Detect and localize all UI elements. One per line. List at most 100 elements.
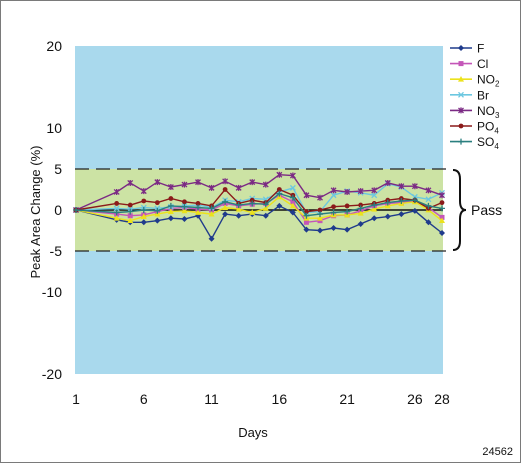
data-point [425, 196, 432, 203]
data-point [331, 204, 336, 210]
y-tick-label: 20 [46, 38, 62, 54]
data-point [330, 209, 337, 216]
data-point [262, 201, 269, 208]
data-point [167, 215, 174, 222]
data-point [371, 187, 378, 194]
y-axis-ticks: -20 -10 -5 0 5 10 20 [42, 38, 62, 382]
data-point [181, 216, 188, 223]
legend-label: F [477, 42, 484, 56]
data-point [235, 205, 242, 212]
data-point [371, 202, 378, 209]
data-point [384, 199, 391, 206]
data-point [127, 202, 133, 208]
data-point [182, 199, 187, 205]
legend-marker [458, 61, 464, 67]
data-point [222, 198, 229, 205]
data-point [208, 235, 215, 242]
data-point [168, 196, 174, 201]
x-tick-label: 16 [272, 391, 288, 407]
data-point [140, 213, 147, 219]
data-point [262, 205, 269, 211]
data-point [303, 192, 310, 199]
data-point [208, 184, 215, 191]
data-point [289, 172, 296, 179]
data-point [222, 204, 229, 210]
data-point [73, 207, 79, 213]
legend-marker [458, 45, 464, 51]
legend-item: NO3 [450, 104, 500, 120]
x-tick-label: 26 [407, 391, 423, 407]
data-point [195, 204, 201, 211]
y-tick-label: -10 [42, 284, 62, 300]
data-point [317, 227, 323, 234]
data-point [304, 209, 309, 215]
data-point [357, 205, 364, 212]
data-point [344, 188, 351, 195]
x-tick-label: 6 [140, 391, 148, 407]
data-point [249, 197, 255, 203]
data-point [154, 217, 161, 224]
data-point [411, 183, 418, 190]
data-point [154, 207, 161, 214]
legend-marker [458, 107, 464, 114]
y-tick-label: 5 [54, 161, 62, 177]
data-point [411, 197, 418, 204]
data-point [181, 181, 188, 188]
data-point [195, 209, 201, 215]
data-point [222, 178, 229, 185]
figure-number: 24562 [482, 446, 513, 458]
data-point [276, 190, 283, 197]
data-point [289, 202, 296, 209]
data-point [439, 217, 445, 224]
data-point [371, 192, 378, 199]
data-point [181, 207, 188, 214]
data-point [127, 213, 133, 219]
x-tick-label: 28 [434, 391, 450, 407]
data-point [398, 197, 405, 204]
legend-marker [458, 138, 464, 145]
data-point [181, 203, 188, 210]
data-point [141, 198, 147, 204]
data-point [290, 199, 296, 205]
data-point [371, 205, 378, 212]
data-point [358, 202, 364, 208]
data-point [140, 188, 147, 195]
data-point [235, 184, 242, 191]
series-f [73, 202, 445, 242]
data-point [208, 205, 215, 212]
data-point [195, 201, 201, 206]
data-point [317, 218, 323, 224]
legend-label: PO4 [477, 120, 499, 136]
data-point [303, 219, 309, 225]
x-axis-title: Days [238, 425, 268, 440]
data-point [113, 188, 120, 195]
data-point [344, 203, 350, 209]
data-point [195, 179, 201, 186]
data-point [439, 214, 445, 220]
legend-marker [458, 123, 464, 129]
series-line [75, 173, 443, 211]
pass-brace [452, 169, 467, 251]
legend-item: F [450, 42, 484, 56]
legend-label: NO2 [477, 73, 500, 89]
data-point [357, 220, 364, 227]
data-point [127, 179, 134, 186]
data-point [317, 215, 323, 221]
x-axis-ticks: 1 6 11 16 21 26 28 [72, 391, 450, 407]
y-tick-label: 0 [54, 202, 62, 218]
legend-label: SO4 [477, 135, 499, 151]
y-tick-label: -20 [42, 366, 62, 382]
data-point [249, 209, 256, 215]
x-tick-label: 21 [339, 391, 355, 407]
legend-label: Cl [477, 57, 488, 71]
data-point [384, 179, 391, 186]
data-point [357, 188, 364, 195]
data-point [249, 179, 256, 186]
data-point [276, 187, 282, 192]
legend-marker [458, 91, 464, 98]
data-point [398, 211, 405, 218]
data-point [289, 194, 296, 201]
